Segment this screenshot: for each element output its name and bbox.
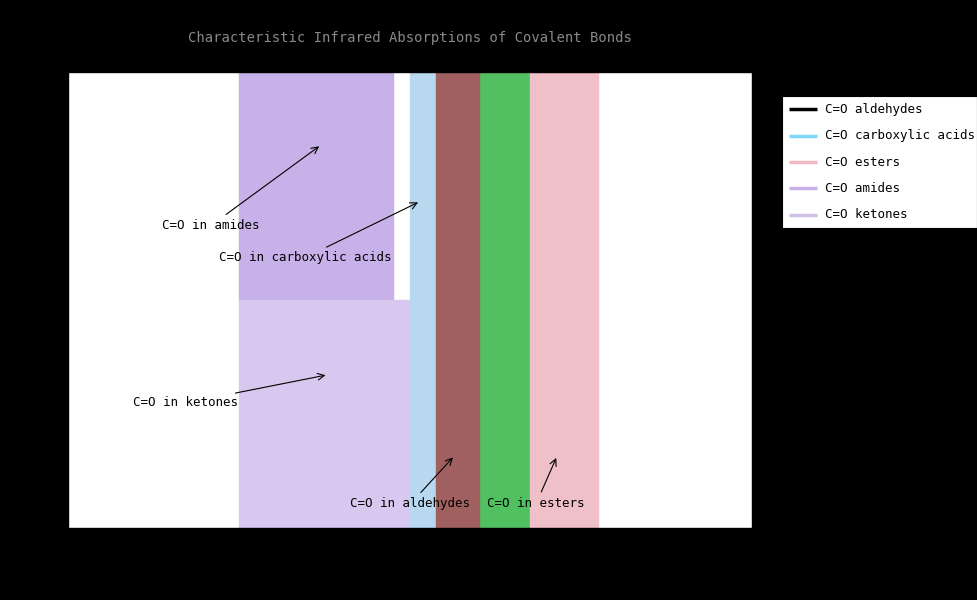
Text: C=O in esters: C=O in esters [488, 459, 585, 510]
Text: C=O in ketones: C=O in ketones [133, 373, 324, 409]
Text: C=O esters: C=O esters [825, 155, 900, 169]
Text: C=O in amides: C=O in amides [162, 147, 319, 232]
Text: C=O amides: C=O amides [825, 182, 900, 195]
Text: C=O ketones: C=O ketones [825, 208, 907, 221]
Text: C=O aldehydes: C=O aldehydes [825, 103, 922, 116]
Bar [410, 72, 453, 528]
Text: C=O in aldehydes: C=O in aldehydes [351, 458, 471, 510]
Bar [530, 72, 598, 528]
Text: C=O carboxylic acids: C=O carboxylic acids [825, 129, 975, 142]
Bar [239, 72, 393, 300]
Bar [453, 72, 530, 528]
Bar [436, 72, 479, 528]
Text: C=O in carboxylic acids: C=O in carboxylic acids [219, 203, 417, 264]
Text: Characteristic Infrared Absorptions of Covalent Bonds: Characteristic Infrared Absorptions of C… [189, 31, 632, 45]
Bar [239, 300, 581, 528]
